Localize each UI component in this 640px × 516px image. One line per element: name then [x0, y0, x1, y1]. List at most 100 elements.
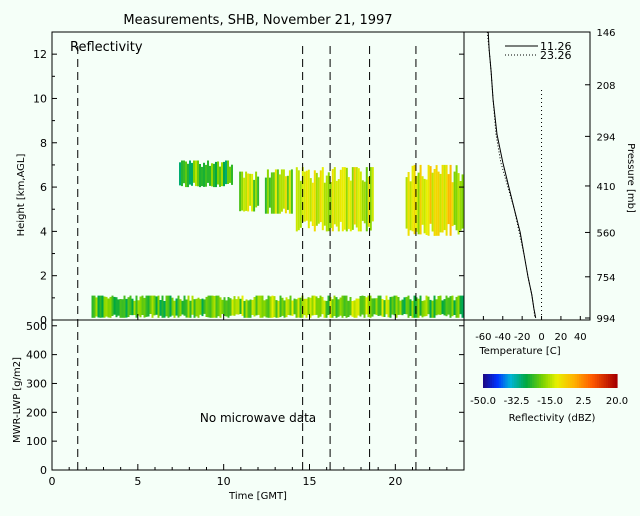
pressure-tick-label: 994 — [596, 314, 615, 325]
colorbar-segment — [596, 374, 600, 388]
cloud-streak — [135, 295, 138, 318]
time-tick-label: 20 — [388, 475, 402, 488]
cloud-streak — [353, 167, 356, 225]
cloud-streak — [151, 295, 154, 318]
cloud-streak — [327, 295, 330, 315]
cloud-streak — [341, 295, 344, 318]
cloud-streak — [449, 164, 452, 236]
cloud-streak — [257, 176, 260, 206]
cloud-streak — [343, 295, 346, 316]
lwp-axis-ticks: 0 100 200 300 400 500 — [26, 320, 464, 477]
cloud-streak — [111, 295, 114, 316]
cloud-streak — [459, 295, 462, 315]
cloud-streak — [199, 299, 202, 315]
cloud-streak — [193, 299, 196, 318]
cloud-streak — [313, 170, 316, 232]
cloud-streak — [435, 165, 438, 236]
colorbar-segment — [550, 374, 553, 388]
cloud-streak — [247, 300, 250, 318]
colorbar-segment — [605, 374, 609, 388]
pressure-tick-label: 754 — [596, 273, 615, 284]
colorbar-segment — [608, 374, 611, 388]
cloud-streak — [297, 297, 300, 318]
colorbar-segment — [509, 374, 513, 388]
cloud-streak — [286, 175, 289, 210]
cloud-streak — [145, 295, 148, 317]
lwp-tick-label: 200 — [26, 406, 47, 419]
cloud-streak — [351, 167, 354, 230]
height-tick-label: 2 — [40, 270, 47, 283]
cloud-streak — [125, 298, 128, 318]
cloud-streak — [439, 173, 442, 233]
cloud-streak — [393, 295, 396, 316]
cloud-layer — [179, 160, 233, 188]
cloud-streak — [457, 173, 460, 235]
cloud-streak — [189, 160, 191, 185]
cloud-streak — [425, 179, 428, 235]
cloud-streak — [251, 299, 254, 315]
colorbar-segment — [514, 374, 518, 388]
colorbar-segment — [585, 374, 589, 388]
colorbar-segment — [541, 374, 544, 388]
cloud-streak — [131, 298, 134, 316]
cloud-streak — [127, 297, 130, 317]
height-tick-label: 10 — [33, 92, 47, 105]
colorbar-segment — [525, 374, 529, 388]
cloud-streak — [325, 175, 328, 232]
temperature-tick-label: 0 — [538, 332, 544, 343]
cloud-streak — [165, 295, 168, 317]
cloud-streak — [349, 180, 352, 232]
cloud-streak — [311, 295, 314, 316]
lwp-tick-label: 100 — [26, 435, 47, 448]
colorbar-segment — [516, 374, 520, 388]
cloud-streak — [421, 176, 424, 225]
cloud-streak — [375, 298, 378, 315]
cloud-streak — [268, 177, 271, 208]
cloud-streak — [305, 298, 308, 318]
cloud-streak — [431, 300, 434, 318]
cloud-streak — [227, 160, 229, 184]
cloud-streak — [361, 295, 364, 315]
cloud-streak — [233, 296, 236, 316]
cloud-streak — [413, 164, 416, 235]
cloud-streak — [389, 296, 392, 318]
cloud-streak — [313, 295, 316, 316]
cloud-streak — [411, 300, 414, 318]
cloud-streak — [335, 180, 338, 227]
pressure-tick-label: 560 — [596, 228, 615, 239]
cloud-streak — [367, 176, 370, 227]
cloud-streak — [209, 295, 212, 318]
cloud-streak — [229, 298, 232, 316]
cloud-streak — [401, 299, 404, 316]
time-tick-label: 15 — [303, 475, 317, 488]
colorbar-segment — [558, 374, 562, 388]
cloud-streak — [243, 300, 246, 318]
cloud-streak — [253, 179, 256, 212]
cloud-streak — [273, 296, 276, 318]
cloud-streak — [272, 172, 275, 214]
colorbar-segment — [496, 374, 500, 388]
cloud-streak — [309, 178, 312, 222]
cloud-streak — [345, 167, 348, 232]
cloud-streak — [355, 298, 358, 318]
cloud-streak — [213, 295, 216, 318]
colorbar-segment — [592, 374, 596, 388]
temperature-tick-label: -20 — [514, 332, 530, 343]
cloud-streak — [383, 300, 386, 317]
cloud-streak — [99, 295, 102, 318]
cloud-streak — [407, 295, 410, 318]
pressure-tick-label: 410 — [596, 182, 615, 193]
cloud-streak — [281, 297, 284, 316]
cloud-streak — [447, 297, 450, 315]
cloud-streak — [323, 300, 326, 318]
cloud-streak — [255, 171, 258, 208]
cloud-streak — [285, 297, 288, 318]
cloud-streak — [93, 295, 96, 318]
cloud-streak — [351, 301, 354, 317]
cloud-streak — [153, 295, 156, 316]
cloud-streak — [449, 296, 452, 318]
cloud-streak — [339, 297, 342, 316]
cloud-streak — [261, 295, 264, 318]
cloud-streak — [409, 299, 412, 316]
